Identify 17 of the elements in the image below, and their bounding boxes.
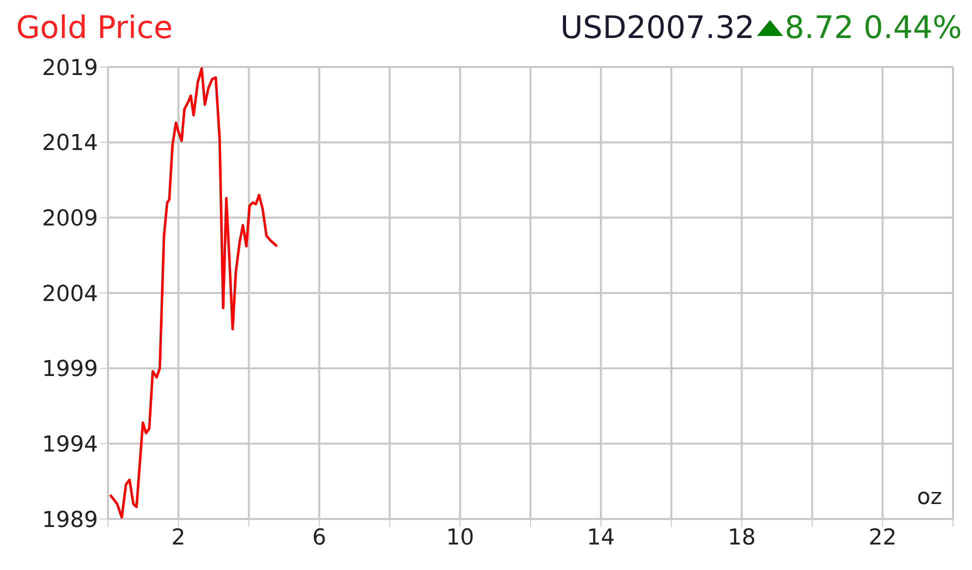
y-tick-label: 2014: [42, 131, 98, 156]
y-tick-label: 2009: [42, 206, 98, 232]
x-tick-label: 6: [312, 526, 326, 551]
chart-title: Gold Price: [16, 10, 173, 46]
x-tick-label: 10: [446, 526, 474, 551]
y-tick-label: 1994: [42, 432, 98, 458]
x-tick-label: 2: [171, 526, 186, 551]
y-tick-label: 1999: [42, 357, 98, 382]
x-tick-label: 22: [868, 526, 897, 551]
x-tick-label: 14: [586, 526, 615, 551]
y-tick-label: 2019: [42, 56, 98, 81]
y-tick-label: 2004: [42, 282, 98, 307]
x-tick-label: 18: [728, 526, 756, 551]
annotation: oz: [916, 485, 942, 510]
y-tick-label: 1989: [42, 508, 98, 533]
text: 8.72 0.44%: [784, 10, 962, 46]
chart-subtitle: USD2007.32: [560, 10, 755, 46]
